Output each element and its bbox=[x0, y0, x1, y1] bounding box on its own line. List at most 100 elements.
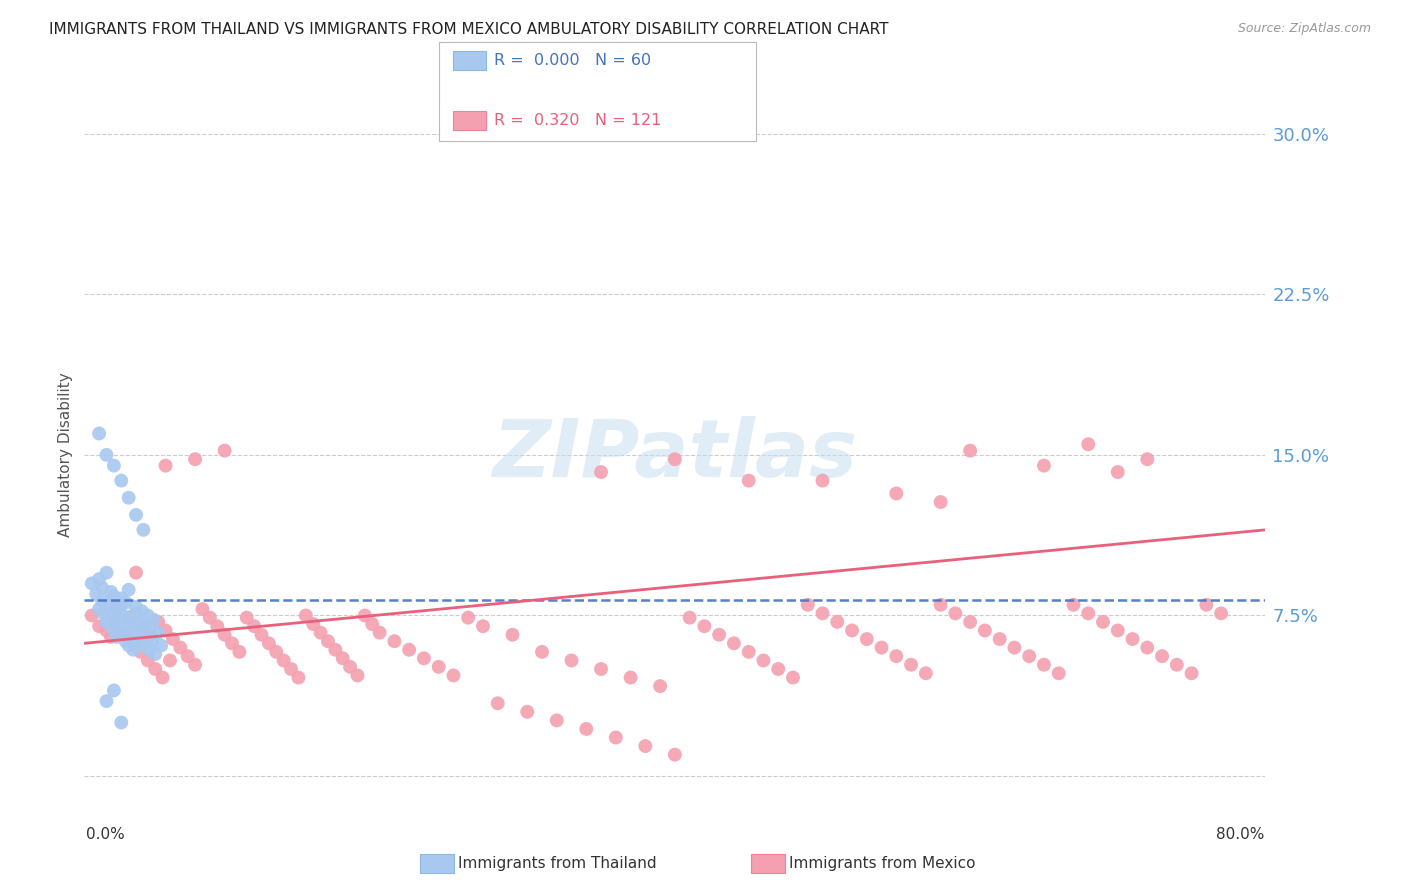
Point bbox=[413, 651, 436, 665]
Point bbox=[988, 632, 1011, 646]
Point bbox=[103, 615, 125, 629]
Point bbox=[339, 660, 361, 674]
Point bbox=[110, 591, 132, 606]
Point bbox=[929, 598, 952, 612]
Point bbox=[96, 615, 118, 629]
Point bbox=[1122, 632, 1144, 646]
Text: Immigrants from Mexico: Immigrants from Mexico bbox=[789, 856, 976, 871]
Point bbox=[91, 593, 114, 607]
Point bbox=[287, 671, 309, 685]
Point bbox=[1150, 649, 1173, 664]
Point bbox=[159, 653, 181, 667]
Point bbox=[1004, 640, 1026, 655]
Point bbox=[125, 599, 148, 614]
Text: 0.0%: 0.0% bbox=[86, 828, 125, 842]
Point bbox=[561, 653, 583, 667]
Point bbox=[136, 653, 159, 667]
Point bbox=[1018, 649, 1040, 664]
Point bbox=[177, 649, 200, 664]
Point bbox=[169, 640, 191, 655]
Point bbox=[155, 624, 177, 638]
Point bbox=[125, 566, 148, 580]
Point bbox=[243, 619, 266, 633]
Point bbox=[129, 625, 152, 640]
Point bbox=[266, 645, 288, 659]
Point bbox=[87, 572, 111, 586]
Point bbox=[84, 587, 107, 601]
Point bbox=[100, 585, 122, 599]
Point bbox=[122, 642, 145, 657]
Point bbox=[1033, 657, 1056, 672]
Point bbox=[132, 619, 155, 633]
Point bbox=[207, 619, 229, 633]
Point bbox=[959, 443, 981, 458]
Point bbox=[1063, 598, 1085, 612]
Point bbox=[368, 625, 391, 640]
Point bbox=[782, 671, 804, 685]
Point bbox=[125, 508, 148, 522]
Point bbox=[118, 491, 141, 505]
Point bbox=[1211, 607, 1233, 621]
Text: IMMIGRANTS FROM THAILAND VS IMMIGRANTS FROM MEXICO AMBULATORY DISABILITY CORRELA: IMMIGRANTS FROM THAILAND VS IMMIGRANTS F… bbox=[49, 22, 889, 37]
Point bbox=[107, 604, 129, 618]
Point bbox=[650, 679, 672, 693]
Point bbox=[723, 636, 745, 650]
Point bbox=[143, 662, 166, 676]
Point bbox=[738, 645, 761, 659]
Text: Source: ZipAtlas.com: Source: ZipAtlas.com bbox=[1237, 22, 1371, 36]
Point bbox=[103, 589, 125, 603]
Point bbox=[118, 582, 141, 597]
Text: 80.0%: 80.0% bbox=[1216, 828, 1264, 842]
Point bbox=[591, 465, 613, 479]
Point bbox=[634, 739, 657, 753]
Point bbox=[886, 649, 908, 664]
Point bbox=[155, 458, 177, 473]
Point bbox=[929, 495, 952, 509]
Point bbox=[87, 619, 111, 633]
Point bbox=[346, 668, 368, 682]
Point bbox=[135, 630, 157, 644]
Point bbox=[811, 607, 834, 621]
Point bbox=[974, 624, 997, 638]
Point bbox=[214, 443, 236, 458]
Point bbox=[236, 610, 259, 624]
Point bbox=[198, 610, 221, 624]
Point bbox=[148, 615, 170, 629]
Point bbox=[131, 604, 153, 618]
Point bbox=[1047, 666, 1070, 681]
Point bbox=[709, 628, 731, 642]
Point bbox=[398, 642, 420, 657]
Point bbox=[900, 657, 922, 672]
Point bbox=[150, 639, 173, 653]
Point bbox=[184, 452, 207, 467]
Point bbox=[472, 619, 495, 633]
Point bbox=[103, 458, 125, 473]
Point bbox=[443, 668, 465, 682]
Point bbox=[96, 694, 118, 708]
Point bbox=[132, 639, 155, 653]
Point bbox=[114, 596, 136, 610]
Point bbox=[1107, 465, 1129, 479]
Point bbox=[134, 617, 156, 632]
Point bbox=[856, 632, 879, 646]
Point bbox=[1077, 607, 1099, 621]
Point bbox=[80, 576, 103, 591]
Point bbox=[143, 647, 166, 661]
Point bbox=[1136, 452, 1159, 467]
Point bbox=[105, 613, 128, 627]
Point bbox=[93, 607, 115, 621]
Point bbox=[110, 474, 132, 488]
Point bbox=[80, 608, 103, 623]
Point bbox=[620, 671, 643, 685]
Point bbox=[361, 617, 384, 632]
Point bbox=[91, 581, 114, 595]
Point bbox=[382, 634, 406, 648]
Point bbox=[138, 642, 160, 657]
Point bbox=[664, 747, 686, 762]
Point bbox=[827, 615, 849, 629]
Point bbox=[184, 657, 207, 672]
Point bbox=[457, 610, 479, 624]
Point bbox=[546, 714, 568, 728]
Point bbox=[870, 640, 893, 655]
Point bbox=[250, 628, 273, 642]
